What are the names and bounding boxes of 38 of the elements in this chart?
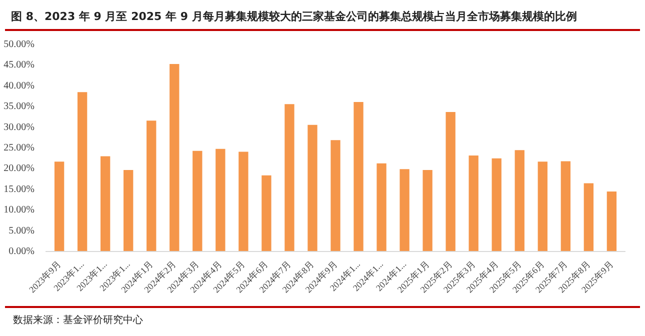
y-tick-label: 15.00% <box>4 184 35 195</box>
bar <box>146 120 156 252</box>
y-tick-label: 0.00% <box>8 246 35 257</box>
y-tick-label: 45.00% <box>4 59 35 70</box>
bar <box>606 191 617 252</box>
bar <box>446 112 456 252</box>
chart-title: 图 8、2023 年 9 月至 2025 年 9 月每月募集规模较大的三家基金公司的募集总规模占当月全市场募集规模的比例 <box>11 9 577 25</box>
y-tick-label: 35.00% <box>4 100 35 112</box>
y-tick-label: 10.00% <box>4 204 35 216</box>
bar <box>400 168 410 252</box>
y-tick-label: 20.00% <box>4 162 35 174</box>
bar <box>284 104 294 252</box>
bar <box>100 156 110 252</box>
bar <box>308 124 318 252</box>
bar <box>538 161 548 252</box>
bar <box>468 155 478 252</box>
bar <box>192 150 202 252</box>
y-tick-label: 50.00% <box>4 38 35 50</box>
y-tick-label: 30.00% <box>4 122 35 133</box>
y-tick-label: 25.00% <box>4 142 35 154</box>
bar <box>492 158 502 252</box>
bar <box>238 151 248 252</box>
y-tick-label: 5.00% <box>8 225 35 236</box>
bar <box>560 160 570 252</box>
bar <box>216 148 226 252</box>
bar <box>330 140 340 252</box>
y-tick-label: 40.00% <box>4 80 35 92</box>
bar <box>376 163 386 252</box>
bar <box>584 182 594 252</box>
bar <box>124 170 134 252</box>
bar <box>54 161 64 252</box>
bar <box>514 150 524 252</box>
bar <box>77 92 88 252</box>
bar <box>354 102 364 252</box>
source-note: 数据来源：基金评价研究中心 <box>13 314 143 328</box>
bar <box>422 170 432 252</box>
bar <box>170 64 180 252</box>
bar <box>262 175 272 252</box>
